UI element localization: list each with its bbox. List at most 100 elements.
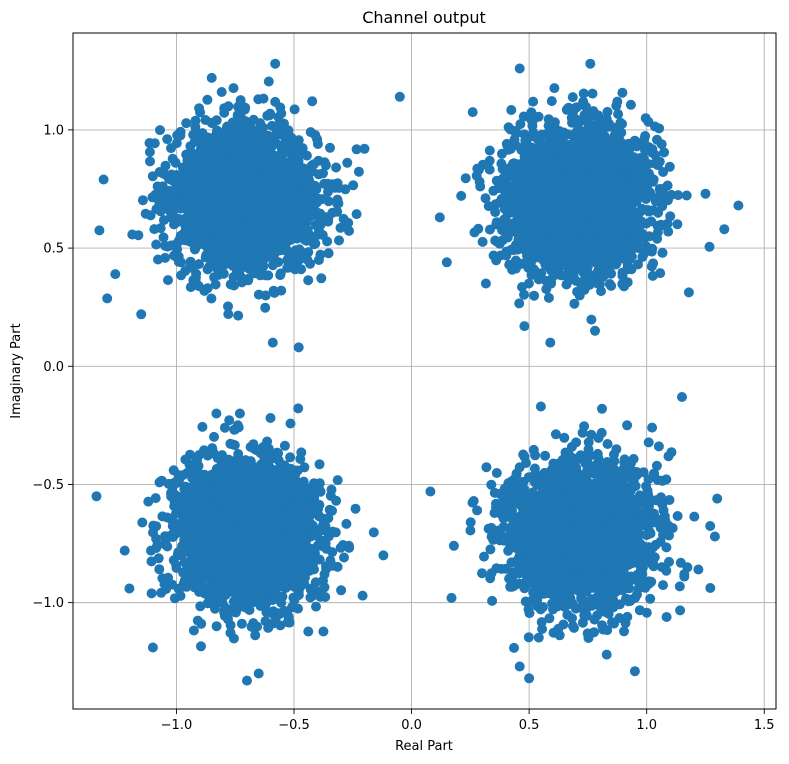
scatter-point bbox=[630, 176, 641, 187]
scatter-point bbox=[260, 302, 271, 313]
scatter-point bbox=[543, 157, 554, 168]
scatter-point bbox=[590, 170, 601, 181]
scatter-point bbox=[606, 204, 617, 215]
scatter-point bbox=[133, 230, 144, 241]
scatter-point bbox=[183, 217, 194, 228]
scatter-point bbox=[617, 87, 628, 98]
scatter-point bbox=[348, 180, 359, 191]
scatter-point bbox=[608, 225, 619, 235]
scatter-point bbox=[207, 118, 218, 129]
scatter-point bbox=[672, 219, 683, 230]
scatter-point bbox=[310, 130, 321, 141]
scatter-point bbox=[529, 290, 540, 301]
scatter-point bbox=[210, 188, 221, 198]
scatter-point bbox=[162, 134, 173, 145]
scatter-point bbox=[181, 226, 192, 237]
scatter-point bbox=[653, 158, 664, 169]
scatter-point bbox=[235, 271, 246, 282]
scatter-point bbox=[310, 206, 321, 217]
scatter-point bbox=[564, 215, 575, 226]
scatter-point bbox=[524, 236, 535, 247]
scatter-point bbox=[235, 95, 246, 106]
scatter-point bbox=[616, 177, 627, 188]
scatter-point bbox=[334, 235, 344, 246]
scatter-point bbox=[543, 292, 554, 303]
scatter-point bbox=[208, 221, 219, 231]
scatter-point bbox=[265, 108, 276, 119]
scatter-point bbox=[604, 279, 615, 289]
scatter-point bbox=[165, 212, 176, 223]
scatter-point bbox=[102, 293, 113, 304]
scatter-point bbox=[639, 139, 650, 150]
scatter-point bbox=[456, 190, 467, 201]
scatter-point bbox=[652, 134, 662, 145]
scatter-point bbox=[351, 209, 362, 220]
scatter-point bbox=[260, 290, 271, 301]
scatter-point bbox=[657, 201, 668, 212]
scatter-point bbox=[554, 143, 565, 154]
scatter-point bbox=[322, 236, 333, 247]
scatter-point bbox=[210, 166, 221, 177]
scatter-point bbox=[540, 140, 551, 151]
scatter-point bbox=[583, 138, 594, 149]
scatter-point bbox=[335, 222, 346, 233]
scatter-point bbox=[145, 156, 155, 167]
scatter-point bbox=[193, 281, 204, 292]
scatter-point bbox=[342, 157, 353, 168]
scatter-point bbox=[344, 225, 354, 236]
scatter-point bbox=[496, 193, 507, 204]
scatter-point bbox=[173, 256, 184, 267]
scatter-point bbox=[528, 96, 539, 107]
scatter-point bbox=[282, 230, 293, 241]
scatter-point bbox=[215, 232, 226, 243]
scatter-point bbox=[681, 190, 692, 201]
scatter-point bbox=[475, 181, 486, 192]
scatter-point bbox=[155, 125, 165, 136]
scatter-point bbox=[218, 219, 228, 230]
scatter-point bbox=[275, 270, 286, 281]
scatter-point bbox=[471, 170, 482, 181]
scatter-point bbox=[683, 287, 694, 298]
scatter-point bbox=[299, 189, 310, 200]
scatter-point bbox=[605, 267, 616, 278]
scatter-point bbox=[177, 162, 188, 173]
scatter-point bbox=[160, 160, 171, 171]
scatter-point bbox=[532, 166, 543, 177]
scatter-point bbox=[178, 171, 189, 182]
scatter-point bbox=[144, 147, 155, 157]
scatter-point bbox=[598, 147, 609, 158]
scatter-point bbox=[655, 268, 666, 279]
scatter-point bbox=[250, 213, 261, 224]
scatter-point bbox=[200, 203, 211, 214]
scatter-point bbox=[267, 260, 278, 271]
scatter-point bbox=[549, 186, 560, 196]
scatter-point bbox=[704, 241, 715, 252]
scatter-point bbox=[582, 239, 593, 250]
scatter-point bbox=[316, 273, 327, 284]
scatter-point bbox=[202, 94, 213, 105]
scatter-point bbox=[323, 196, 334, 207]
scatter-point bbox=[572, 257, 583, 268]
scatter-point bbox=[223, 301, 233, 312]
scatter-point bbox=[643, 116, 654, 127]
scatter-point bbox=[612, 96, 623, 107]
scatter-point bbox=[555, 249, 566, 260]
scatter-point bbox=[659, 147, 670, 158]
scatter-point bbox=[600, 249, 611, 260]
scatter-point bbox=[614, 212, 625, 223]
scatter-point bbox=[484, 145, 495, 156]
scatter-point bbox=[293, 150, 304, 161]
scatter-point bbox=[594, 279, 605, 290]
scatter-point bbox=[525, 250, 536, 261]
scatter-point bbox=[338, 213, 349, 224]
scatter-point bbox=[202, 283, 213, 294]
scatter-point bbox=[540, 170, 551, 181]
scatter-point bbox=[331, 162, 342, 173]
scatter-point bbox=[657, 247, 668, 258]
scatter-point bbox=[623, 138, 634, 149]
scatter-point bbox=[508, 189, 518, 200]
scatter-point bbox=[514, 298, 525, 309]
scatter-point bbox=[271, 233, 282, 244]
scatter-point bbox=[223, 208, 234, 219]
